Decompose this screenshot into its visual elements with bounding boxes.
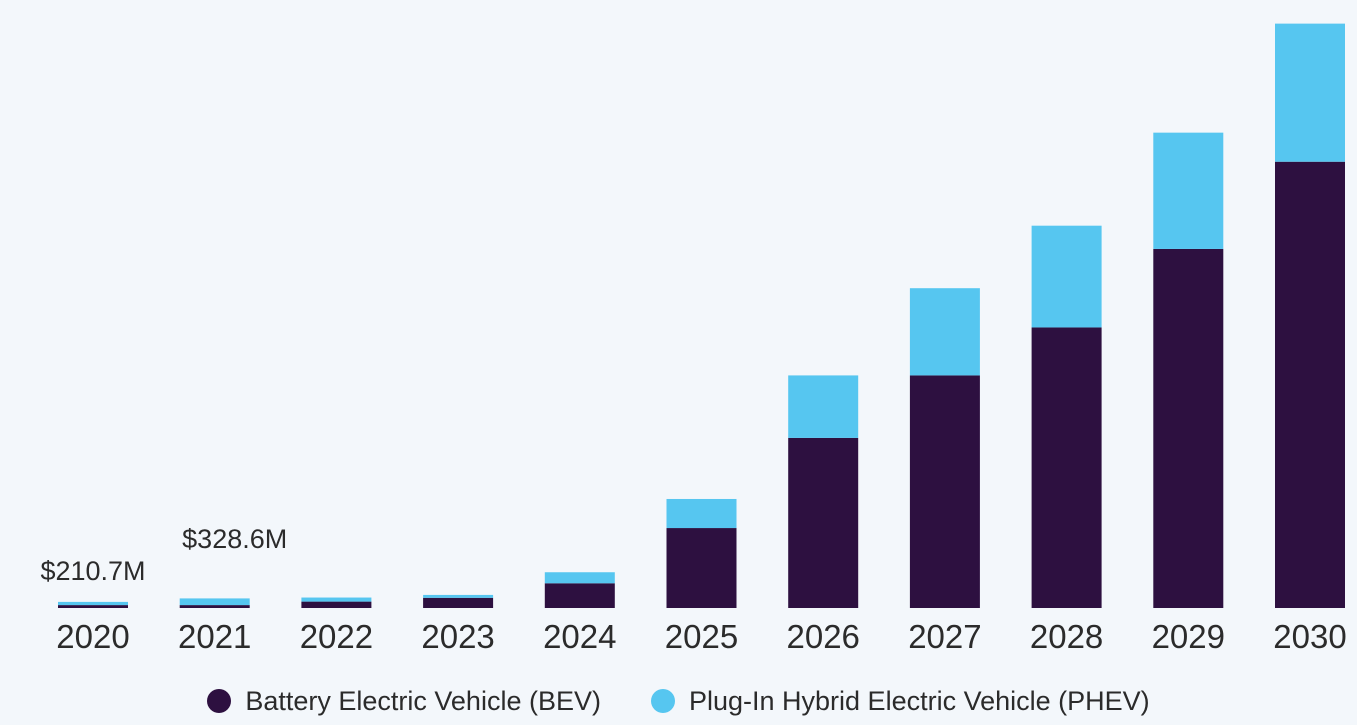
legend-label-phev: Plug-In Hybrid Electric Vehicle (PHEV) — [688, 685, 1150, 716]
x-tick-label: 2021 — [178, 618, 251, 655]
legend-item-bev: Battery Electric Vehicle (BEV) — [207, 686, 601, 717]
bar-phev-2023 — [423, 594, 494, 598]
x-tick-label: 2024 — [543, 618, 616, 655]
legend-item-phev: Plug-In Hybrid Electric Vehicle (PHEV) — [650, 685, 1150, 717]
legend-swatch-phev — [650, 689, 675, 713]
data-label-2021: $328.6M — [182, 524, 287, 554]
bar-bev-2027 — [909, 375, 980, 608]
legend-label-bev: Battery Electric Vehicle (BEV) — [245, 685, 601, 716]
bar-phev-2026 — [788, 375, 859, 438]
bar-phev-2022 — [301, 597, 372, 602]
x-tick-label: 2028 — [1030, 618, 1103, 655]
bar-bev-2025 — [666, 528, 737, 608]
x-tick-label: 2029 — [1152, 618, 1225, 655]
bar-bev-2026 — [788, 437, 859, 608]
bar-phev-2021 — [179, 598, 250, 606]
x-tick-label: 2025 — [665, 618, 738, 655]
bar-bev-2024 — [544, 583, 615, 608]
bar-bev-2028 — [1031, 327, 1102, 608]
legend-swatch-bev — [207, 689, 232, 713]
x-tick-label: 2026 — [786, 618, 859, 655]
data-label-2020: $210.7M — [40, 556, 145, 586]
bar-phev-2020 — [58, 601, 128, 606]
bar-phev-2027 — [909, 288, 980, 376]
x-tick-label: 2030 — [1273, 618, 1346, 655]
legend: Battery Electric Vehicle (BEV) Plug-In H… — [0, 678, 1357, 724]
bar-phev-2024 — [544, 572, 615, 584]
x-tick-label: 2027 — [908, 618, 981, 655]
bar-bev-2029 — [1153, 248, 1224, 608]
chart-plot: 2020 2021 2022 2023 2024 2025 2026 2027 2028 2029… — [40, 23, 1347, 655]
x-tick-label: 2020 — [56, 618, 129, 655]
bar-bev-2022 — [301, 601, 372, 608]
bar-bev-2030 — [1275, 161, 1345, 609]
bar-bev-2020 — [58, 605, 128, 608]
x-tick-label: 2023 — [421, 618, 494, 655]
x-tick-label: 2022 — [300, 618, 373, 655]
bar-bev-2023 — [423, 597, 494, 608]
bar-bev-2021 — [179, 605, 250, 608]
bar-phev-2030 — [1275, 23, 1345, 162]
bar-phev-2025 — [666, 498, 737, 529]
bar-phev-2029 — [1153, 132, 1224, 249]
bar-phev-2028 — [1031, 225, 1102, 328]
